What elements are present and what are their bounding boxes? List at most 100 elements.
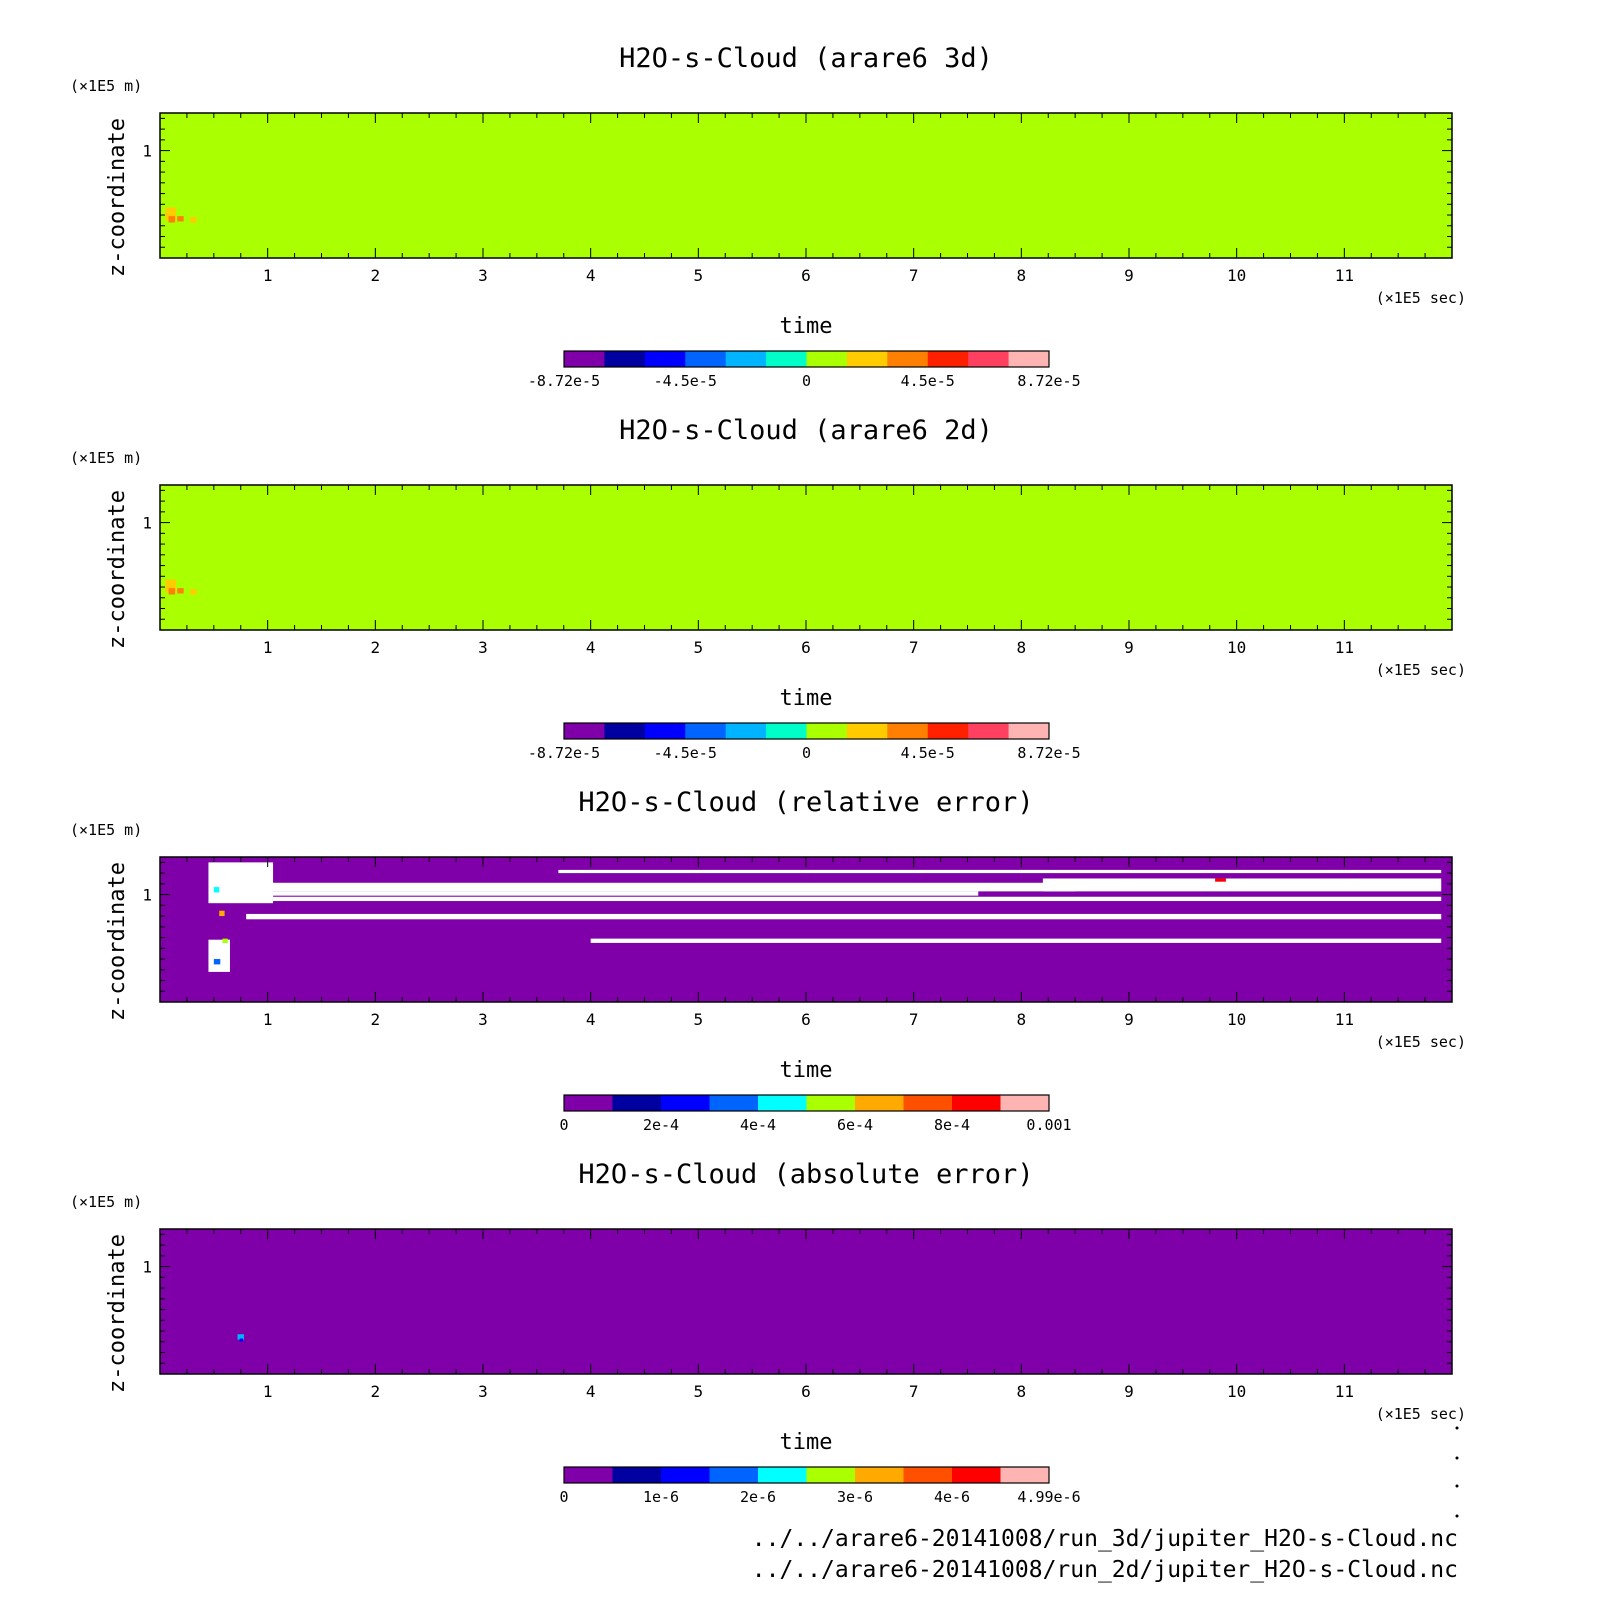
- x-tick-label: 8: [1017, 266, 1027, 285]
- x-unit-label: (×1E5 sec): [1376, 661, 1466, 679]
- heatmap-field: [160, 113, 1452, 258]
- colorbar-swatch: [766, 351, 807, 367]
- heatmap-cell: [246, 913, 1442, 920]
- x-tick-label: 1: [263, 266, 273, 285]
- heatmap-cell: [213, 882, 1076, 892]
- colorbar-frame: [563, 350, 1050, 368]
- colorbar-tick-label: 4.99e-6: [1017, 1488, 1080, 1506]
- colorbar-swatch: [725, 351, 767, 367]
- x-tick-label: 6: [801, 266, 811, 285]
- colorbar-tick-label: -8.72e-5: [528, 372, 600, 390]
- heatmap-field: [160, 485, 1452, 630]
- colorbar-swatch: [855, 1467, 904, 1483]
- colorbar-swatch: [806, 723, 848, 739]
- y-tick-label: 1: [142, 142, 152, 161]
- x-tick-label: 6: [801, 1010, 811, 1029]
- heatmap-cell: [177, 588, 184, 594]
- colorbar-tick-label: 1e-6: [643, 1488, 679, 1506]
- x-tick-label: 11: [1335, 638, 1354, 657]
- colorbar-tick-label: 3e-6: [837, 1488, 873, 1506]
- x-tick-label: 2: [371, 1010, 381, 1029]
- y-tick-label: 1: [142, 514, 152, 533]
- colorbar-tick-label: 8e-4: [934, 1116, 970, 1134]
- x-tick-label: 5: [694, 1010, 704, 1029]
- colorbar-tick-label: 0: [559, 1116, 568, 1134]
- x-tick-label: 8: [1017, 638, 1027, 657]
- x-tick-label: 1: [263, 638, 273, 657]
- x-tick-label: 7: [909, 1010, 919, 1029]
- x-tick-label: 2: [371, 266, 381, 285]
- colorbar-swatch: [709, 1467, 759, 1483]
- colorbar-swatch: [903, 1467, 953, 1483]
- x-tick-label: 3: [478, 1382, 488, 1401]
- colorbar-swatch: [612, 1467, 662, 1483]
- colorbar-swatch: [766, 723, 807, 739]
- colorbar-swatch: [644, 351, 686, 367]
- x-tick-label: 4: [586, 638, 596, 657]
- colorbar-tick-label: 8.72e-5: [1017, 372, 1080, 390]
- x-tick-label: 4: [586, 1010, 596, 1029]
- footer-path-3d: ../../arare6-20141008/run_3d/jupiter_H2O…: [752, 1526, 1458, 1552]
- colorbar-swatch: [903, 1095, 953, 1111]
- heatmap-field: [160, 1229, 1452, 1374]
- heatmap-cell: [168, 216, 176, 223]
- colorbar-swatch: [927, 723, 969, 739]
- heatmap-cell: [222, 938, 228, 943]
- x-tick-label: 11: [1335, 1010, 1354, 1029]
- x-tick-label: 2: [371, 1382, 381, 1401]
- x-tick-label: 7: [909, 1382, 919, 1401]
- y-axis-label: z-coordinate: [105, 490, 130, 649]
- colorbar-frame: [563, 722, 1050, 740]
- colorbar-tick-label: 2e-4: [643, 1116, 679, 1134]
- x-tick-label: 9: [1124, 638, 1134, 657]
- colorbar-swatch: [644, 723, 686, 739]
- dot-marker: [1455, 1484, 1459, 1488]
- colorbar-swatch: [927, 351, 969, 367]
- colorbar-swatch: [564, 1467, 613, 1483]
- x-tick-label: 9: [1124, 266, 1134, 285]
- colorbar-swatch: [855, 1095, 904, 1111]
- x-axis-label: time: [780, 314, 833, 339]
- dot-marker: [1455, 1456, 1459, 1460]
- heatmap-cell: [267, 896, 1442, 902]
- heatmap-cell: [219, 910, 225, 917]
- heatmap-cell: [213, 887, 220, 893]
- x-tick-label: 2: [371, 638, 381, 657]
- colorbar-tick-label: 4e-6: [934, 1488, 970, 1506]
- colorbar-tick-label: 8.72e-5: [1017, 744, 1080, 762]
- chart-title: H2O-s-Cloud (relative error): [578, 787, 1033, 818]
- colorbar-swatch: [806, 1095, 856, 1111]
- colorbar-swatch: [758, 1095, 807, 1111]
- colorbar-swatch: [846, 723, 888, 739]
- x-unit-label: (×1E5 sec): [1376, 1033, 1466, 1051]
- colorbar-tick-label: 4e-4: [740, 1116, 776, 1134]
- heatmap-cell: [168, 588, 176, 595]
- colorbar-swatch: [661, 1467, 710, 1483]
- x-tick-label: 9: [1124, 1382, 1134, 1401]
- x-tick-label: 5: [694, 638, 704, 657]
- colorbar-swatch: [604, 723, 646, 739]
- y-unit-label: (×1E5 m): [70, 449, 142, 467]
- heatmap-cell: [213, 959, 221, 965]
- x-tick-label: 3: [478, 638, 488, 657]
- heatmap-cell: [224, 891, 979, 896]
- chart-panel-4: H2O-s-Cloud (absolute error) (×1E5 m) 1 2 3 4…: [70, 1159, 1466, 1506]
- colorbar-swatch: [846, 351, 888, 367]
- heatmap-cell: [1215, 878, 1226, 882]
- x-tick-label: 4: [586, 266, 596, 285]
- chart-title: H2O-s-Cloud (absolute error): [578, 1159, 1033, 1190]
- x-axis-label: time: [780, 1058, 833, 1083]
- colorbar-tick-label: 0: [559, 1488, 568, 1506]
- colorbar-swatch: [1000, 1467, 1050, 1483]
- colorbar-swatch: [661, 1095, 710, 1111]
- y-unit-label: (×1E5 m): [70, 1193, 142, 1211]
- chart-panel-3: H2O-s-Cloud (relative error) (×1E5 m) 1 2 3 4…: [70, 787, 1466, 1134]
- heatmap-cell: [165, 207, 177, 221]
- y-unit-label: (×1E5 m): [70, 77, 142, 95]
- x-unit-label: (×1E5 sec): [1376, 289, 1466, 307]
- colorbar-swatch: [1000, 1095, 1050, 1111]
- colorbar-tick-label: 0: [802, 744, 811, 762]
- heatmap-cell: [590, 938, 1442, 943]
- colorbar-swatch: [564, 351, 605, 367]
